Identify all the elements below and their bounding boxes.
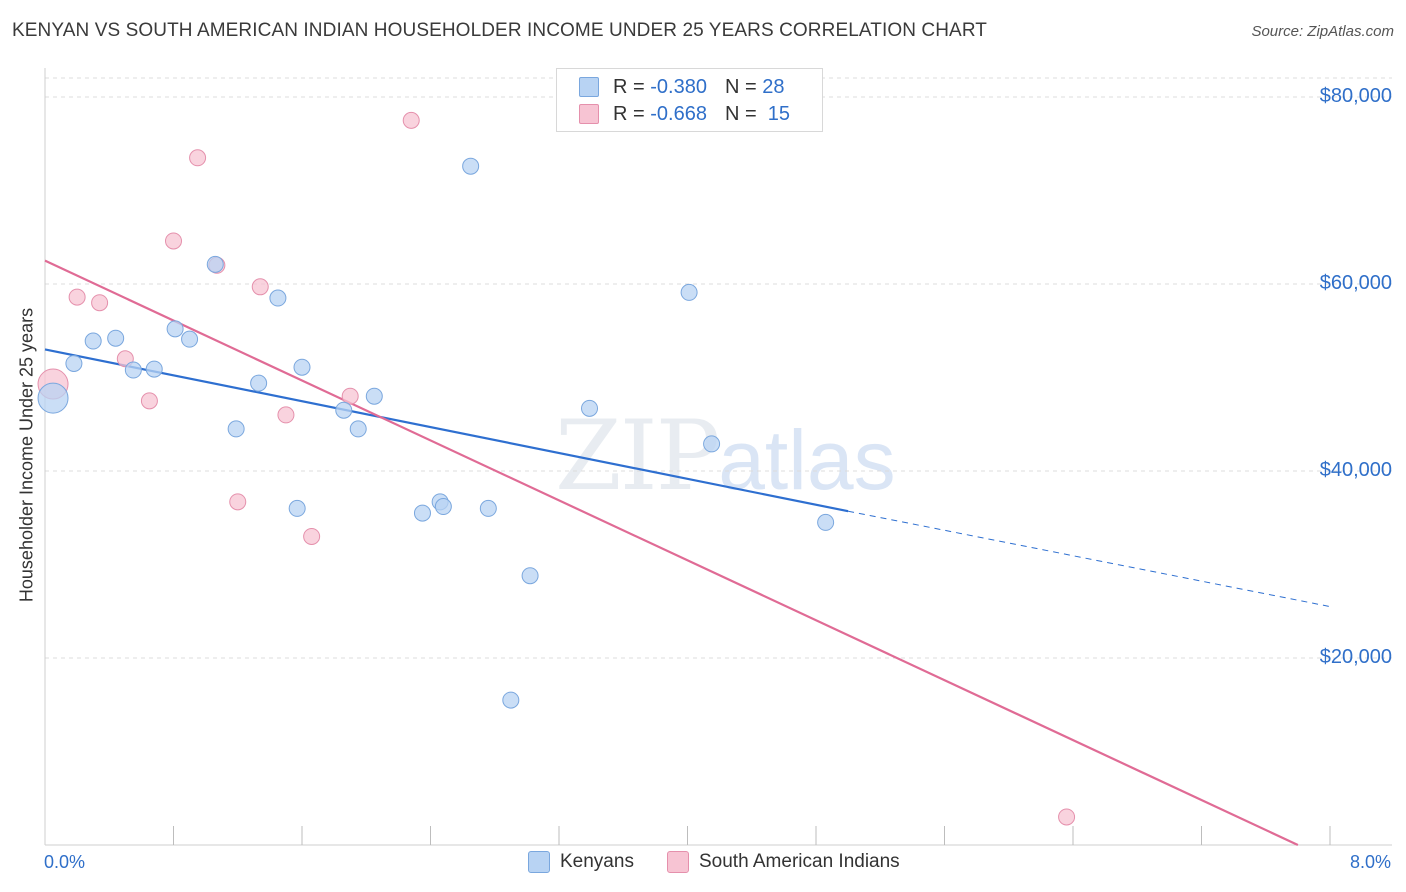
y-axis-label: Householder Income Under 25 years: [16, 307, 37, 603]
point-kenyans: [462, 157, 480, 175]
legend-swatch-sai: [579, 104, 599, 124]
point-kenyans: [479, 499, 497, 517]
x-tick-label-min: 0.0%: [44, 852, 86, 872]
trendline-south-american-indians: [44, 259, 1299, 846]
y-tick-label: $60,000: [1319, 272, 1392, 294]
point-south-american-indians: [303, 527, 321, 545]
legend-n-value-kenyans: 28: [762, 75, 785, 98]
point-kenyans: [37, 382, 69, 414]
bottom-legend-label-kenyans: Kenyans: [560, 851, 634, 872]
point-south-american-indians: [229, 493, 247, 511]
watermark: ZIPatlas: [555, 400, 896, 512]
point-kenyans: [181, 330, 199, 348]
bottom-legend-swatch-sai: [667, 851, 689, 873]
point-kenyans: [581, 399, 599, 417]
point-kenyans: [145, 360, 163, 378]
bottom-legend-label-sai: South American Indians: [699, 851, 900, 872]
point-kenyans: [413, 504, 431, 522]
legend-n-label: N =: [724, 75, 757, 98]
point-south-american-indians: [140, 392, 158, 410]
y-tick-label: $80,000: [1319, 85, 1392, 107]
point-kenyans: [703, 435, 721, 453]
chart-title: KENYAN VS SOUTH AMERICAN INDIAN HOUSEHOL…: [12, 20, 988, 41]
y-tick-label: $40,000: [1319, 459, 1392, 481]
legend-n-value-sai: 15: [767, 102, 791, 125]
bottom-legend-kenyans: Kenyans: [528, 851, 634, 873]
point-kenyans: [166, 320, 184, 338]
point-kenyans: [365, 387, 383, 405]
point-kenyans: [65, 354, 83, 372]
point-south-american-indians: [165, 232, 182, 250]
legend-row-kenyans: R = -0.380 N = 28: [579, 75, 784, 99]
point-kenyans: [293, 358, 311, 376]
point-south-american-indians: [251, 278, 269, 296]
point-kenyans: [349, 420, 367, 438]
x-tick-label-max: 8.0%: [1350, 852, 1392, 872]
point-kenyans: [206, 255, 224, 273]
point-kenyans: [124, 361, 142, 379]
point-kenyans: [250, 374, 268, 392]
legend-n-label: N =: [724, 102, 757, 125]
legend-r-value-kenyans: -0.380: [650, 75, 707, 98]
point-south-american-indians: [189, 149, 207, 167]
legend-r-value-sai: -0.668: [650, 102, 707, 125]
point-kenyans: [680, 283, 698, 301]
point-south-american-indians: [402, 111, 420, 129]
bottom-legend-swatch-kenyans: [528, 851, 550, 873]
point-kenyans: [288, 499, 306, 517]
bottom-legend-sai: South American Indians: [667, 851, 900, 873]
point-kenyans: [269, 289, 287, 307]
point-south-american-indians: [1058, 808, 1076, 826]
point-kenyans: [107, 329, 125, 347]
point-kenyans: [521, 567, 539, 585]
watermark-zip: ZIP: [555, 400, 720, 512]
trendline-kenyans-dashed: [848, 510, 1331, 608]
legend-swatch-kenyans: [579, 77, 599, 97]
point-south-american-indians: [341, 387, 359, 405]
legend-row-sai: R = -0.668 N = 15: [579, 102, 790, 126]
point-kenyans: [84, 332, 102, 350]
point-south-american-indians: [68, 288, 86, 306]
legend-r-label: R =: [613, 102, 645, 125]
point-kenyans: [817, 513, 835, 531]
source-label: Source: ZipAtlas.com: [1251, 23, 1394, 40]
stats-legend: R = -0.380 N = 28 R = -0.668 N = 15: [556, 68, 823, 132]
point-kenyans: [335, 401, 353, 419]
legend-r-label: R =: [613, 75, 645, 98]
y-tick-label: $20,000: [1319, 646, 1392, 668]
point-south-american-indians: [277, 406, 295, 424]
trendline-kenyans: [44, 348, 849, 513]
point-kenyans: [434, 498, 452, 516]
point-kenyans: [502, 691, 520, 709]
point-kenyans: [227, 420, 245, 438]
point-south-american-indians: [91, 294, 109, 312]
